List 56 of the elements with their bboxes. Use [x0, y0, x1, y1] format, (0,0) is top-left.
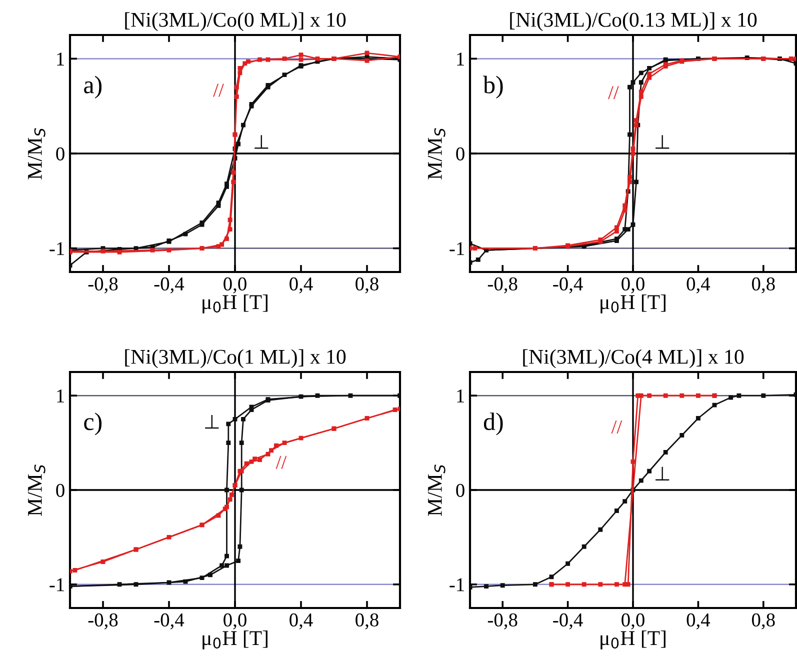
- x-tick-label: 0,4: [686, 277, 710, 294]
- x-tick-label: 0,4: [686, 613, 710, 630]
- x-tick-label: 0,4: [290, 277, 313, 294]
- series-label: ⊥: [656, 135, 670, 149]
- x-tick-label: -0,8: [488, 613, 518, 630]
- y-axis-title: M/M$_{S}$: [28, 464, 46, 516]
- x-tick-label: -0,8: [88, 613, 118, 630]
- x-tick-label: -0,8: [88, 277, 118, 294]
- series-label: //: [611, 420, 622, 434]
- x-axis-title: μ$_{0}$H [T]: [600, 630, 666, 650]
- x-tick-label: 0,8: [356, 613, 378, 630]
- y-tick-label: -1: [50, 242, 64, 256]
- y-tick-label: 1: [57, 390, 64, 402]
- y-axis-title: M/M$_{S}$: [428, 128, 446, 180]
- x-tick-label: -0,4: [154, 277, 184, 294]
- x-tick-label: 0,8: [752, 613, 775, 630]
- annotation: a): [84, 76, 102, 98]
- x-tick-label: -0,4: [553, 613, 583, 630]
- series-label: //: [276, 456, 287, 469]
- x-axis-title: μ$_{0}$H [T]: [600, 294, 666, 314]
- chart-title: [Ni(3ML)/Co(4 ML)] x 10: [523, 349, 744, 368]
- annotation: b): [483, 76, 503, 98]
- x-axis-title: μ$_{0}$H [T]: [202, 630, 268, 650]
- series-label: ⊥: [254, 135, 268, 149]
- x-tick-label: 0,8: [356, 277, 378, 294]
- x-tick-label: 0,4: [290, 613, 313, 630]
- y-tick-label: -1: [450, 242, 464, 256]
- x-tick-label: 0,0: [224, 613, 246, 630]
- y-tick-label: 1: [457, 390, 464, 402]
- y-axis-title: M/M$_{S}$: [428, 464, 446, 516]
- chart-title: [Ni(3ML)/Co(1 ML)] x 10: [125, 349, 346, 368]
- annotation: c): [84, 412, 102, 436]
- y-tick-label: 0: [56, 147, 64, 160]
- chart-title: [Ni(3ML)/Co(0.13 ML)] x 10: [510, 12, 757, 32]
- x-tick-label: 0,0: [622, 277, 644, 294]
- annotation: d): [484, 412, 503, 436]
- y-axis-title: M/M$_{S}$: [28, 128, 46, 180]
- x-tick-label: 0,0: [622, 613, 644, 630]
- x-tick-label: 0,0: [224, 277, 246, 294]
- y-tick-label: 1: [57, 52, 64, 66]
- series-label: ⊥: [205, 414, 219, 429]
- x-tick-label: 0,8: [752, 277, 775, 294]
- x-tick-label: -0,4: [553, 277, 583, 294]
- y-tick-label: 0: [456, 484, 464, 497]
- y-tick-label: 0: [456, 147, 464, 160]
- x-tick-label: -0,8: [488, 277, 518, 294]
- series-label: //: [213, 84, 224, 97]
- series-label: ⊥: [656, 466, 670, 481]
- x-tick-label: -0,4: [154, 613, 184, 630]
- chart-title: [Ni(3ML)/Co(0 ML)] x 10: [125, 12, 346, 32]
- series-label: //: [608, 86, 619, 100]
- y-tick-label: 0: [56, 484, 64, 497]
- y-tick-label: -1: [450, 578, 464, 592]
- y-tick-label: -1: [50, 578, 64, 592]
- y-tick-label: 1: [457, 52, 464, 66]
- x-axis-title: μ$_{0}$H [T]: [202, 294, 268, 314]
